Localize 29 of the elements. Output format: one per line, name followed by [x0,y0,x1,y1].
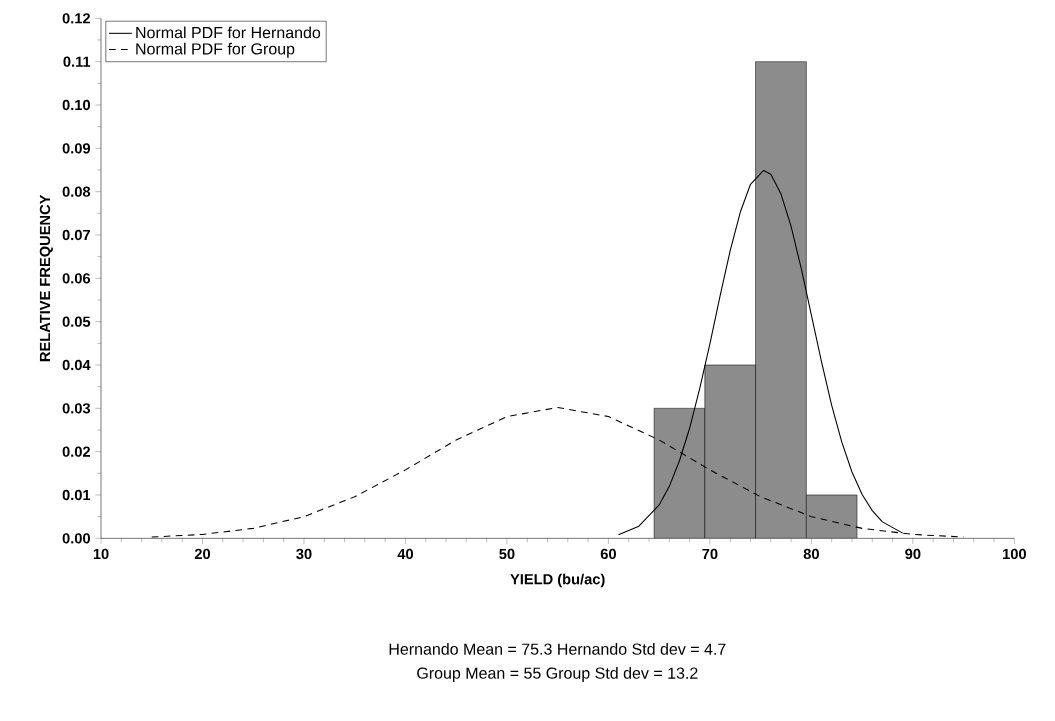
y-tick-label: 0.08 [62,186,91,197]
y-axis-title: RELATIVE FREQUENCY [39,194,53,362]
x-tick-label: 40 [397,548,413,560]
x-tick-label: 50 [499,548,515,560]
y-tick-label: 0.02 [62,446,91,457]
y-tick-label: 0.10 [62,99,90,111]
legend-label: Normal PDF for Group [136,42,295,58]
x-tick-label: 60 [600,548,616,560]
y-tick-label: 0.11 [63,56,91,67]
x-tick-label: 70 [702,548,718,560]
x-tick-label: 10 [93,548,109,560]
y-tick-label: 0.06 [62,273,91,284]
y-tick-label: 0.00 [62,533,90,544]
y-tick-label: 0.07 [62,229,90,241]
y-tick-label: 0.01 [62,489,91,501]
x-tick-label: 80 [803,548,819,560]
y-tick-label: 0.12 [62,13,91,24]
x-tick-label: 30 [296,548,312,560]
x-tick-label: 90 [905,548,921,560]
y-tick-label: 0.04 [62,359,91,371]
text: Group Mean = 55 Group Std dev = 13.2 [417,667,698,682]
x-tick-label: 20 [194,548,211,560]
x-axis-title: YIELD (bu/ac) [510,573,605,588]
legend-label: Normal PDF for Hernando [136,26,321,39]
y-tick-label: 0.05 [62,316,91,327]
y-tick-label: 0.03 [62,403,91,414]
y-tick-label: 0.09 [62,143,91,154]
x-tick-label: 100 [1003,548,1026,560]
text: Hernando Mean = 75.3 Hernando Std dev = 4.7 [389,643,726,655]
